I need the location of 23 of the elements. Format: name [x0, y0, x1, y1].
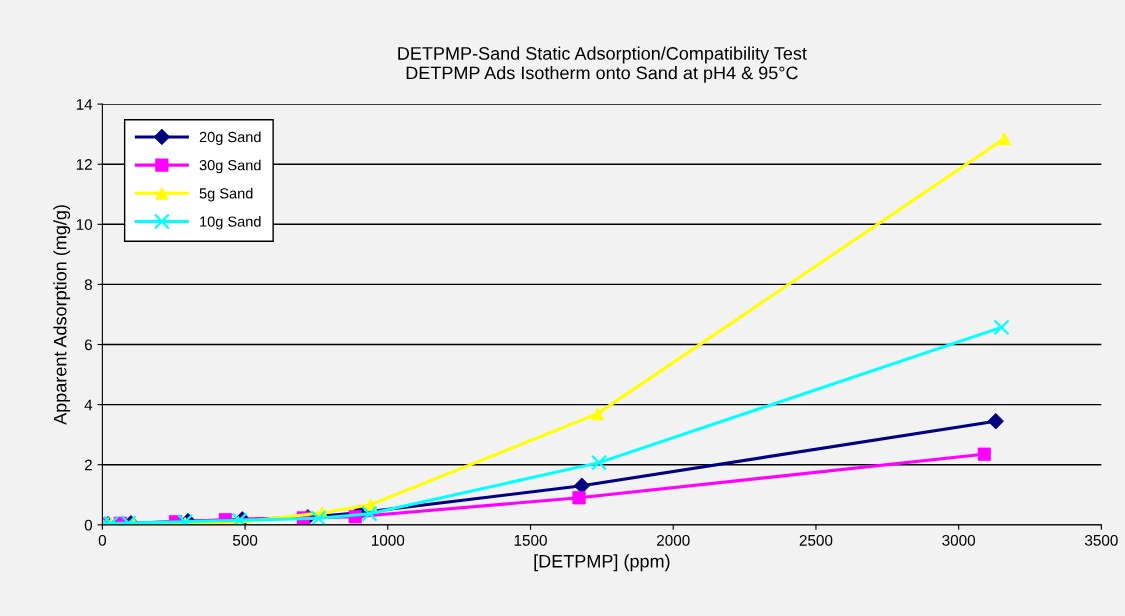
- y-tick-label: 12: [76, 159, 92, 170]
- x-tick-label: 1000: [371, 534, 405, 546]
- chart-title: DETPMP-Sand Static Adsorption/Compatibility Test DETPMP Ads Isotherm onto Sand at pH4 & 95°C: [398, 46, 807, 83]
- y-tick-label: 2: [84, 459, 92, 471]
- y-axis-title: Apparent Adsorption (mg/g): [53, 205, 71, 425]
- y-tick-label: 4: [84, 399, 93, 411]
- x-tick-label: 2000: [657, 534, 690, 546]
- y-tick-label: 10: [76, 219, 93, 230]
- x-tick-label: 1500: [514, 534, 547, 546]
- legend-label: 30g Sand: [199, 159, 261, 174]
- x-tick-label: 3000: [942, 534, 976, 546]
- y-tick-label: 0: [84, 519, 93, 531]
- y-tick-label: 8: [84, 279, 92, 291]
- x-tick-label: 0: [98, 534, 107, 546]
- x-tick-label: 500: [232, 534, 258, 546]
- x-tick-label: 3500: [1084, 534, 1118, 546]
- y-tick-label: 6: [84, 339, 92, 351]
- x-tick-label: 2500: [799, 534, 833, 546]
- x-axis-title: [DETPMP] (ppm): [534, 554, 670, 572]
- legend-label: 20g Sand: [199, 131, 261, 146]
- legend-label: 10g Sand: [200, 216, 261, 230]
- legend-label: 5g Sand: [199, 187, 253, 202]
- y-tick-label: 14: [76, 99, 93, 110]
